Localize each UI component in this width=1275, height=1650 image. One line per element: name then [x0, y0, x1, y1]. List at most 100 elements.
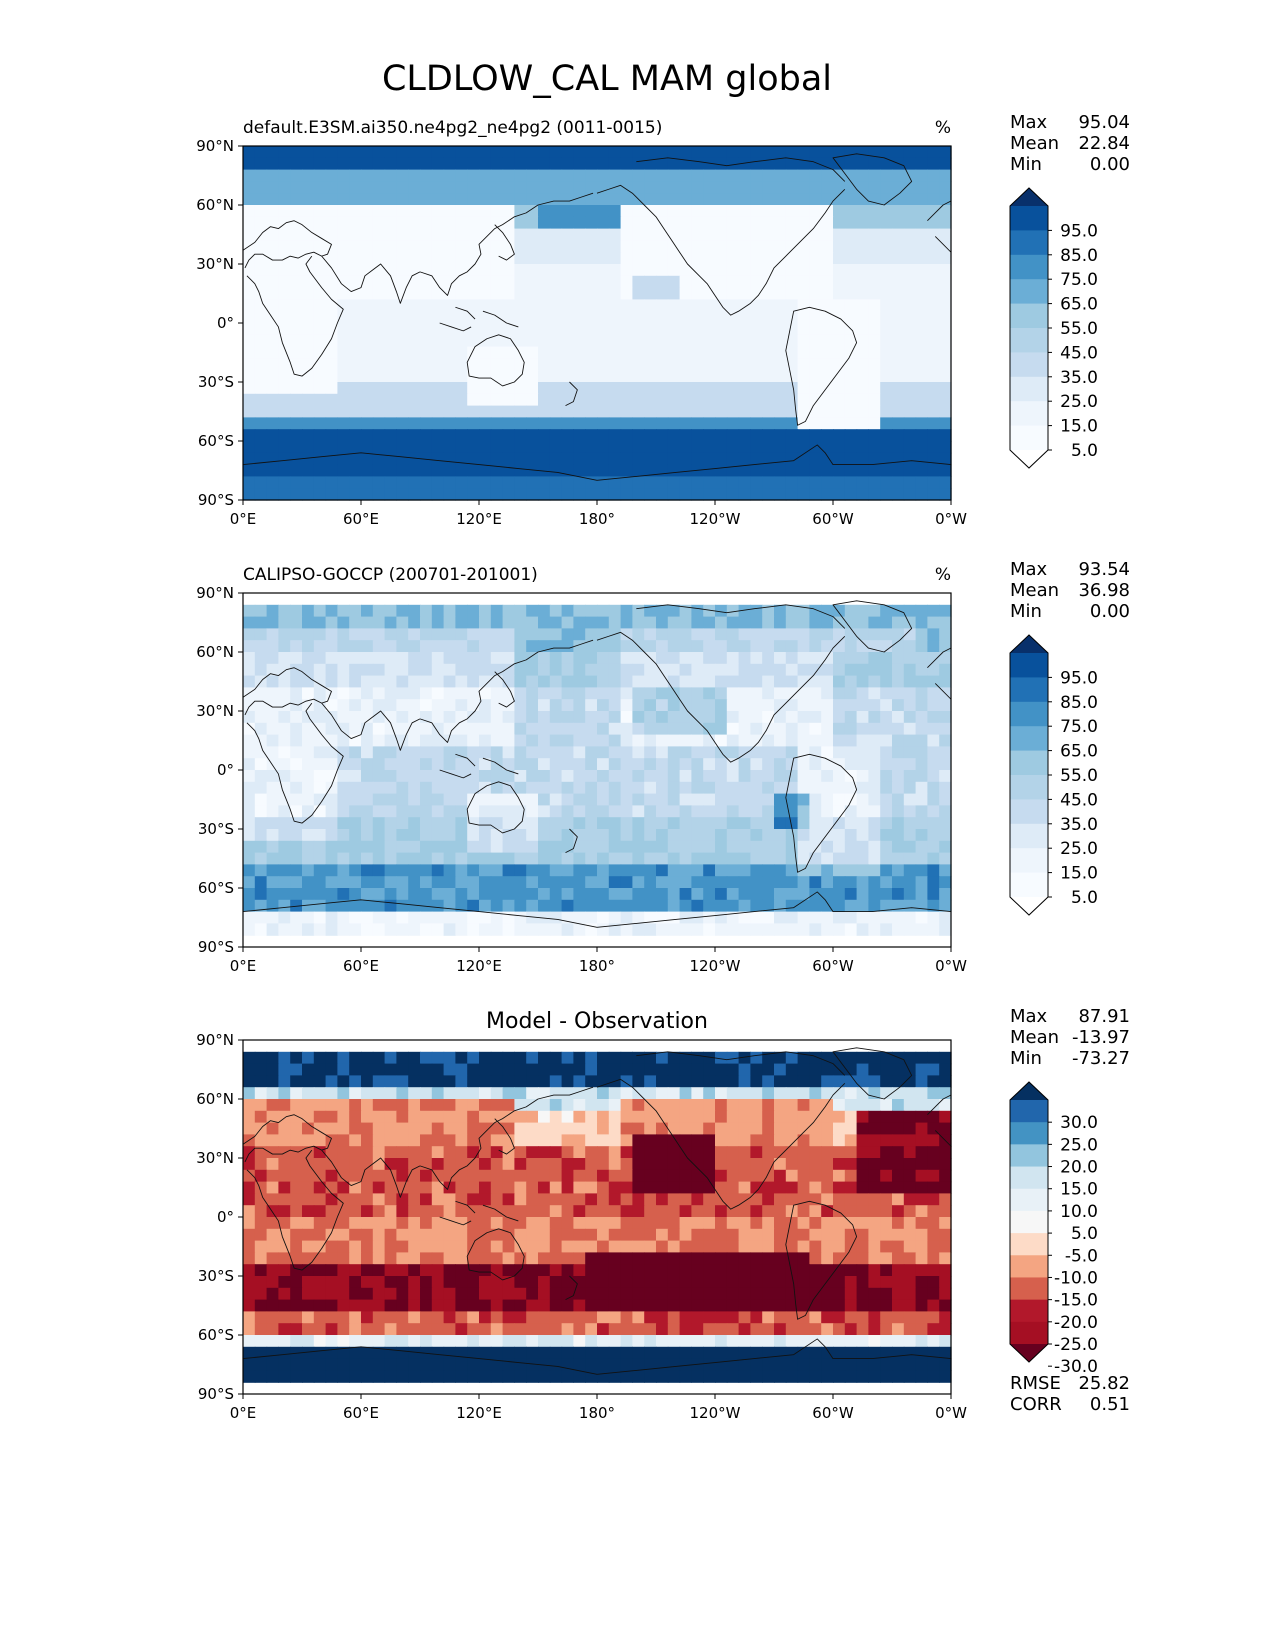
field-cell [361, 370, 374, 383]
field-cell [797, 240, 810, 253]
field-cell [278, 393, 291, 407]
field-cell [585, 417, 598, 430]
field-cell [620, 205, 633, 218]
field-cell [538, 311, 551, 324]
field-cell [431, 370, 445, 383]
field-cell [597, 1287, 610, 1301]
field-cell [361, 1228, 374, 1242]
field-cell [455, 205, 468, 218]
field-cell [396, 876, 409, 889]
field-cell [573, 323, 586, 336]
field-cell [455, 616, 468, 629]
field-cell [384, 216, 397, 230]
field-cell [384, 1217, 397, 1230]
field-cell [455, 770, 468, 783]
field-cell [479, 228, 492, 241]
field-cell [384, 240, 397, 253]
field-cell [785, 1146, 799, 1159]
field-cell [915, 287, 928, 300]
field-cell [561, 1099, 574, 1112]
field-cell [372, 405, 386, 418]
field-cell [526, 157, 539, 171]
field-cell [856, 1063, 869, 1076]
field-cell [632, 923, 645, 936]
field-cell [396, 311, 409, 324]
field-cell [797, 805, 810, 818]
field-cell [278, 169, 291, 182]
field-cell [313, 793, 327, 806]
field-cell [833, 334, 846, 348]
field-cell [337, 287, 350, 300]
field-cell [892, 205, 905, 218]
field-cell [573, 146, 586, 159]
field-cell [738, 441, 751, 454]
field-cell [597, 1099, 610, 1112]
field-cell [443, 663, 456, 677]
field-cell [243, 216, 256, 230]
field-cell [479, 722, 492, 736]
field-cell [302, 476, 315, 489]
field-cell [254, 464, 268, 477]
field-cell [679, 157, 692, 171]
field-cell [715, 334, 728, 348]
field-cell [679, 1158, 692, 1171]
field-cell [431, 687, 445, 700]
field-cell [691, 205, 704, 218]
field-cell [278, 240, 291, 253]
field-cell [892, 1228, 905, 1242]
field-cell [408, 1110, 421, 1124]
field-cell [691, 264, 704, 277]
field-cell [703, 1122, 716, 1135]
field-cell [903, 604, 917, 618]
field-cell [903, 770, 917, 783]
field-cell [892, 157, 905, 171]
field-cell [679, 311, 692, 324]
field-cell [833, 793, 846, 806]
field-cell [597, 616, 610, 629]
field-cell [479, 628, 492, 641]
field-cell [915, 157, 928, 171]
field-cell [738, 275, 751, 289]
field-cell [549, 169, 563, 182]
field-cell [821, 1146, 834, 1159]
field-cell [337, 1110, 350, 1124]
field-cell [927, 711, 940, 724]
field-cell [667, 699, 681, 712]
field-cell [526, 604, 539, 618]
field-cell [396, 216, 409, 230]
field-cell [597, 1087, 610, 1100]
field-cell [644, 146, 657, 159]
field-cell [667, 663, 681, 677]
field-cell [656, 452, 669, 466]
field-cell [467, 899, 480, 913]
field-cell [715, 417, 728, 430]
field-cell [337, 817, 350, 830]
field-cell [797, 1158, 810, 1171]
field-cell [325, 663, 338, 677]
field-cell [479, 205, 492, 218]
field-cell [738, 1158, 751, 1171]
field-cell [384, 157, 397, 171]
field-cell [821, 299, 834, 312]
field-cell [644, 1075, 657, 1088]
field-cell [302, 734, 315, 747]
field-cell [361, 1264, 374, 1277]
field-cell [384, 393, 397, 407]
field-cell [656, 852, 669, 865]
field-cell [868, 370, 881, 383]
field-cell [561, 1158, 574, 1171]
field-cell [691, 146, 704, 159]
field-cell [915, 793, 928, 806]
field-cell [266, 852, 279, 865]
field-cell [844, 628, 858, 641]
field-cell [349, 1264, 362, 1277]
field-cell [726, 464, 740, 477]
field-cell [372, 1299, 386, 1312]
field-cell [278, 911, 291, 924]
field-cell [549, 840, 563, 854]
field-cell [738, 687, 751, 700]
field-cell [561, 1181, 574, 1194]
field-cell [502, 488, 515, 501]
field-cell [892, 1181, 905, 1194]
field-cell [656, 1299, 669, 1312]
